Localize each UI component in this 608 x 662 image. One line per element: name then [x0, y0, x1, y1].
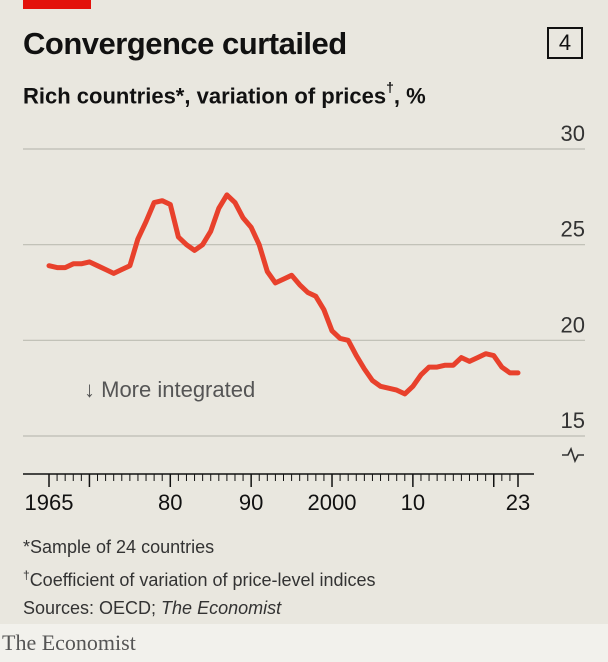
subtitle-unit: , % — [393, 83, 426, 109]
sources-prefix: Sources: OECD; — [23, 598, 162, 618]
y-tick-labels: 15 20 25 30 — [561, 121, 585, 433]
footnote-definition-text: Coefficient of variation of price-level … — [29, 570, 376, 590]
footnote-dagger: † — [23, 568, 30, 582]
economist-logo-text: The Economist — [2, 630, 136, 655]
y-tick-label-20: 20 — [561, 312, 585, 337]
x-tick-labels: 1965 80 90 2000 10 23 — [25, 490, 531, 515]
gridlines — [23, 148, 585, 437]
chart-panel: Convergence curtailed 4 Rich countries*,… — [23, 0, 585, 622]
x-tick-label-1965: 1965 — [25, 490, 74, 515]
subtitle-text: Rich countries*, variation of prices — [23, 83, 387, 109]
x-axis — [23, 473, 534, 487]
line-chart: 15 20 25 30 1965 80 90 2000 10 23 ↓ More integra… — [23, 121, 585, 515]
y-tick-label-30: 30 — [561, 121, 585, 146]
chart-subtitle: Rich countries*, variation of prices†, % — [23, 79, 426, 109]
footnotes: *Sample of 24 countries †Coefficient of … — [23, 533, 376, 622]
footnote-sources: Sources: OECD; The Economist — [23, 594, 376, 622]
x-tick-label-23: 23 — [506, 490, 530, 515]
more-integrated-annotation: ↓ More integrated — [84, 377, 255, 402]
brand-red-bar — [23, 0, 91, 9]
series-line — [46, 192, 521, 397]
x-tick-label-2000: 2000 — [308, 490, 357, 515]
footer-bar: The Economist — [0, 624, 608, 662]
axis-break-icon — [562, 446, 584, 464]
x-tick-label-80: 80 — [158, 490, 182, 515]
footnote-sample: *Sample of 24 countries — [23, 537, 215, 557]
y-tick-label-25: 25 — [561, 217, 585, 242]
footnote-definition: †Coefficient of variation of price-level… — [23, 561, 376, 594]
x-tick-label-10: 10 — [401, 490, 425, 515]
sources-economist: The Economist — [161, 598, 282, 618]
chart-number-badge: 4 — [547, 27, 583, 59]
chart-title: Convergence curtailed — [23, 26, 347, 61]
y-tick-label-15: 15 — [561, 408, 585, 433]
subtitle-dagger: † — [386, 79, 394, 95]
x-tick-label-90: 90 — [239, 490, 263, 515]
